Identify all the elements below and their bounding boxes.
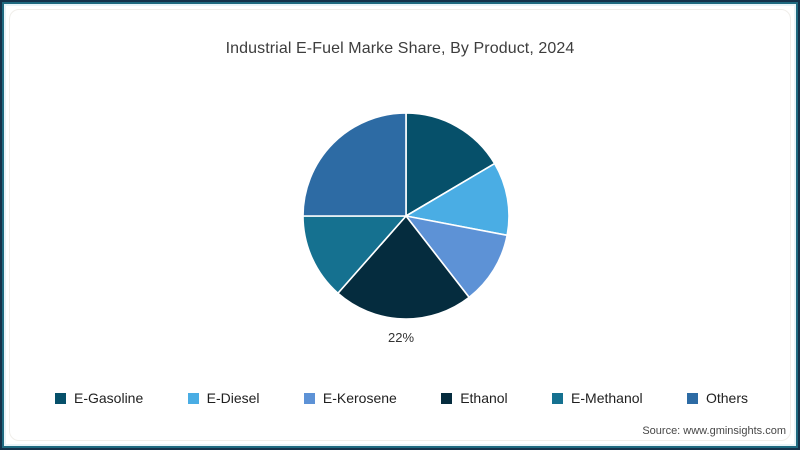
ethanol-data-label: 22% [387, 330, 415, 345]
legend-label-e-diesel: E-Diesel [206, 390, 260, 406]
pie-slice-e-kerosene [405, 215, 508, 299]
pie-chart [300, 110, 512, 322]
legend-marker-ethanol [441, 392, 453, 404]
legend-item-e-methanol: E-Methanol [552, 390, 643, 406]
legend: E-Gasoline E-Diesel E-Kerosene Ethanol E-Met… [2, 390, 798, 406]
legend-label-e-gasoline: E-Gasoline [74, 390, 144, 406]
chart-title: Industrial E-Fuel Marke Share, By Produc… [225, 40, 575, 57]
pie-slice-e-gasoline [405, 112, 496, 217]
pie-slice-ethanol [337, 215, 470, 320]
source-text: Source: www.gminsights.com [642, 425, 786, 437]
legend-item-e-kerosene: E-Kerosene [303, 390, 397, 406]
legend-marker-e-gasoline [55, 392, 66, 404]
legend-label-e-methanol: E-Methanol [571, 390, 643, 406]
pie-slice-others [302, 112, 407, 217]
pie-slice-e-methanol [302, 215, 407, 295]
legend-label-ethanol: Ethanol [460, 390, 508, 406]
legend-item-ethanol: Ethanol [441, 390, 508, 406]
legend-item-e-gasoline: E-Gasoline [55, 390, 143, 406]
legend-marker-e-diesel [187, 392, 199, 404]
pie-svg [302, 112, 510, 320]
legend-label-e-kerosene: E-Kerosene [322, 390, 397, 406]
legend-label-others: Others [705, 390, 748, 406]
legend-item-others: Others [686, 390, 748, 406]
legend-item-e-diesel: E-Diesel [187, 390, 260, 406]
legend-marker-e-methanol [552, 392, 564, 404]
legend-marker-others [686, 392, 698, 404]
legend-marker-e-kerosene [303, 392, 315, 404]
pie-slice-e-diesel [405, 162, 510, 237]
